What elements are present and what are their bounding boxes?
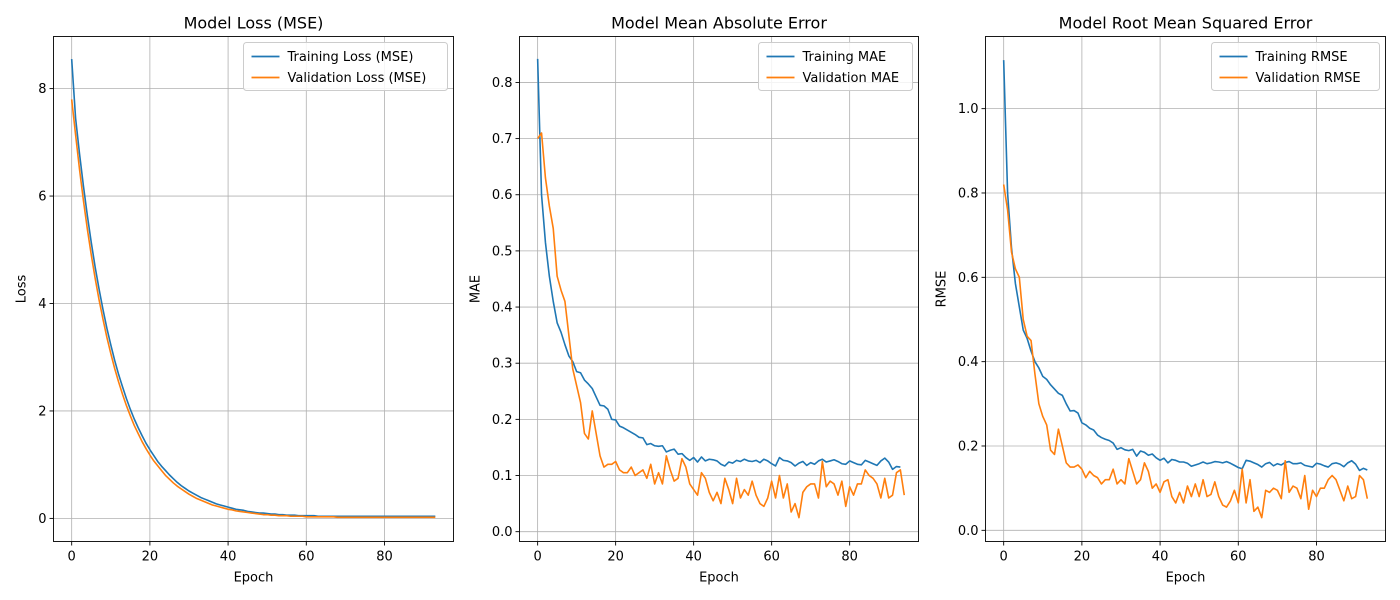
x-tick-label: 60 xyxy=(1230,550,1247,565)
x-tick-label: 0 xyxy=(1000,550,1008,565)
y-tick-label: 0.1 xyxy=(492,469,513,484)
legend: Training Loss (MSE) Validation Loss (MSE) xyxy=(243,42,448,91)
y-tick-label: 0.8 xyxy=(492,76,513,91)
axes-frame xyxy=(985,36,1386,542)
legend-box xyxy=(243,42,448,91)
axes-frame xyxy=(519,36,919,542)
y-tick-label: 4 xyxy=(38,297,46,312)
series-line-training xyxy=(1002,60,1368,472)
axes-frame xyxy=(53,36,454,542)
x-tick-label: 0 xyxy=(533,550,541,565)
x-tick-label: 0 xyxy=(68,550,76,565)
y-tick-label: 0.6 xyxy=(958,271,979,286)
x-tick-label: 40 xyxy=(220,550,237,565)
legend-label-training: Training RMSE xyxy=(1255,50,1348,65)
y-tick-label: 0.0 xyxy=(958,524,979,539)
legend-label-validation: Validation RMSE xyxy=(1256,71,1361,86)
chart-title: Model Root Mean Squared Error xyxy=(1059,14,1313,33)
y-axis-label: Loss xyxy=(15,275,30,304)
y-tick-label: 8 xyxy=(38,82,46,97)
y-tick-label: 6 xyxy=(38,190,46,205)
legend-box xyxy=(758,42,913,91)
y-tick-label: 0 xyxy=(38,512,46,527)
legend: Training RMSE Validation RMSE xyxy=(1211,42,1380,91)
legend-label-validation: Validation Loss (MSE) xyxy=(288,71,427,86)
chart-title: Model Mean Absolute Error xyxy=(611,14,827,33)
legend-box xyxy=(1211,42,1380,91)
y-tick-label: 0.6 xyxy=(492,188,513,203)
x-tick-label: 80 xyxy=(376,550,393,565)
legend-label-validation: Validation MAE xyxy=(803,71,900,86)
series-line-training xyxy=(536,58,901,471)
y-tick-label: 0.4 xyxy=(492,301,513,316)
y-axis-label: MAE xyxy=(469,275,484,303)
y-tick-label: 0.5 xyxy=(492,244,513,259)
x-tick-label: 60 xyxy=(298,550,315,565)
y-tick-label: 0.0 xyxy=(492,525,513,540)
x-tick-label: 80 xyxy=(841,550,858,565)
x-tick-label: 40 xyxy=(1152,550,1169,565)
chart-title: Model Loss (MSE) xyxy=(184,14,324,33)
series-line-validation xyxy=(536,132,906,519)
legend-label-training: Training Loss (MSE) xyxy=(287,50,414,65)
y-tick-label: 0.8 xyxy=(958,186,979,201)
x-axis-label: Epoch xyxy=(699,571,739,586)
series-line-training xyxy=(70,59,436,518)
legend: Training MAE Validation MAE xyxy=(758,42,913,91)
legend-label-training: Training MAE xyxy=(802,50,887,65)
x-tick-label: 80 xyxy=(1308,550,1325,565)
y-tick-label: 0.3 xyxy=(492,357,513,372)
y-tick-label: 0.2 xyxy=(492,413,513,428)
y-tick-label: 0.4 xyxy=(958,355,979,370)
y-tick-label: 0.7 xyxy=(492,132,513,147)
x-tick-label: 20 xyxy=(607,550,624,565)
y-tick-label: 1.0 xyxy=(958,102,979,117)
chart-1: 0 20 40 60 80 0.0 0.1 0.2 0.3 0.4 0.5 0.6 0.7 0.8 Mode… xyxy=(469,14,919,586)
series-line-validation xyxy=(1002,184,1369,519)
y-tick-label: 0.2 xyxy=(958,439,979,454)
series-line-validation xyxy=(70,99,436,519)
x-tick-label: 40 xyxy=(685,550,702,565)
x-axis-label: Epoch xyxy=(1166,571,1206,586)
x-tick-label: 60 xyxy=(763,550,780,565)
y-tick-label: 2 xyxy=(38,404,46,419)
x-tick-label: 20 xyxy=(142,550,159,565)
x-tick-label: 20 xyxy=(1074,550,1091,565)
chart-0: 0 20 40 60 80 0 2 4 6 8 Model Loss (MSE) Epoch Loss T… xyxy=(15,14,454,586)
chart-2: 0 20 40 60 80 0.0 0.2 0.4 0.6 0.8 1.0 Model Root Me… xyxy=(935,14,1386,586)
y-axis-label: RMSE xyxy=(935,271,950,308)
x-axis-label: Epoch xyxy=(234,571,274,586)
